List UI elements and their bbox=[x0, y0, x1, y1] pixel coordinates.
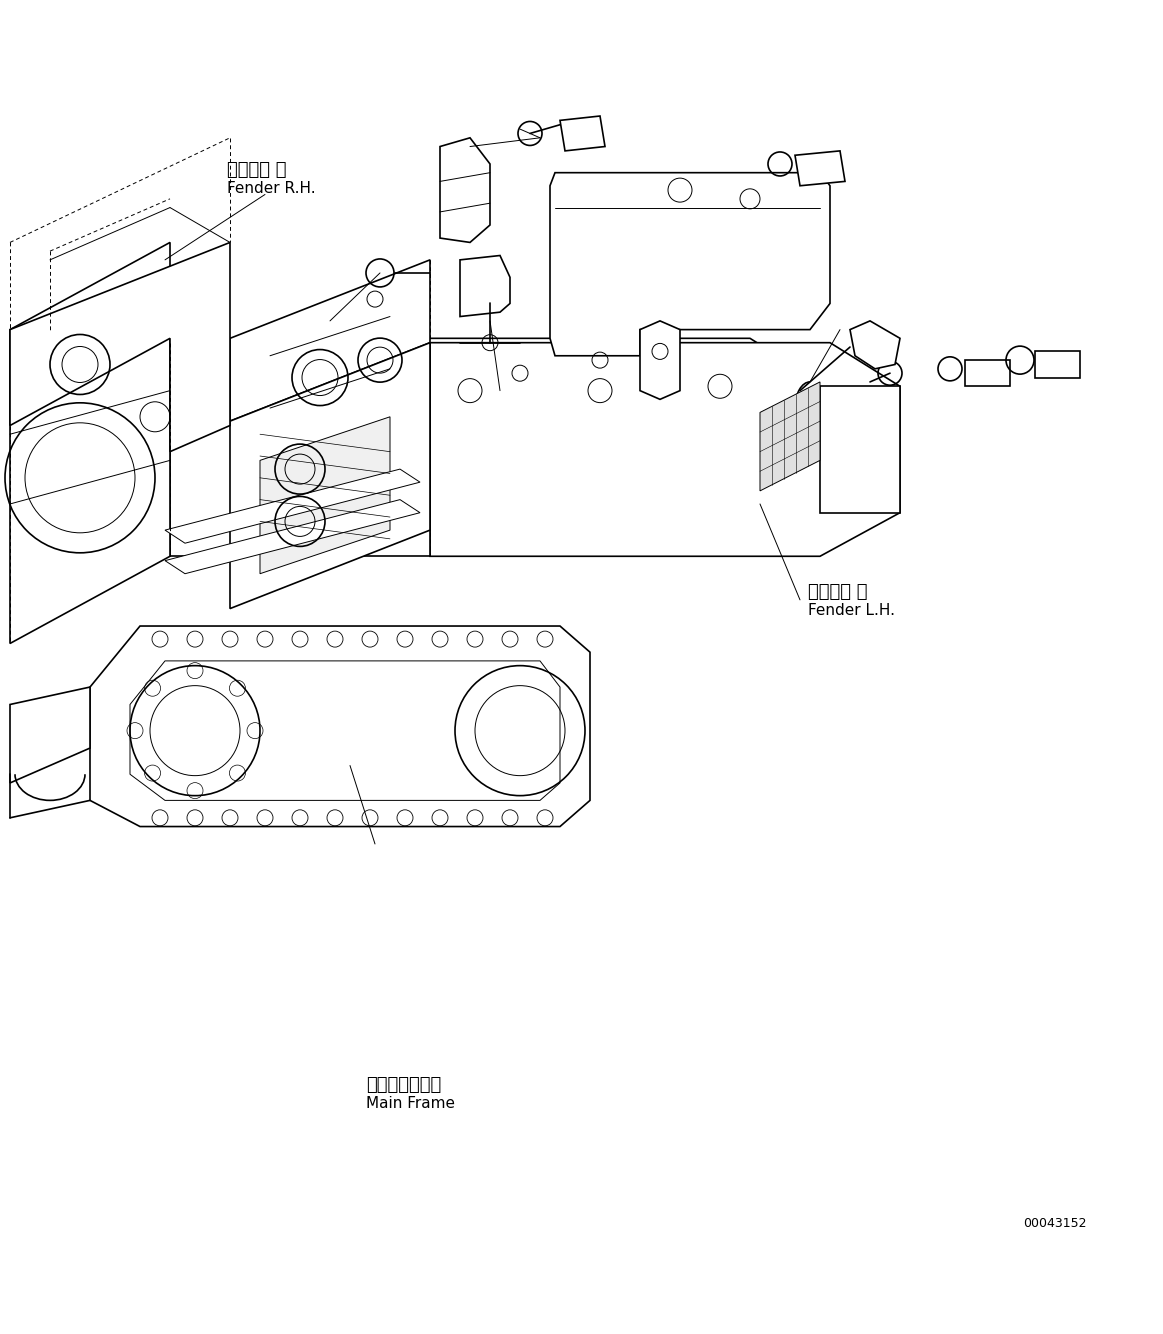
Polygon shape bbox=[10, 243, 230, 452]
Polygon shape bbox=[430, 343, 900, 556]
Polygon shape bbox=[230, 343, 430, 608]
Polygon shape bbox=[165, 470, 420, 543]
Polygon shape bbox=[90, 626, 590, 827]
Polygon shape bbox=[795, 151, 846, 185]
Polygon shape bbox=[850, 321, 900, 368]
Polygon shape bbox=[561, 116, 605, 151]
Polygon shape bbox=[965, 360, 1009, 387]
Polygon shape bbox=[759, 382, 820, 491]
Text: Fender L.H.: Fender L.H. bbox=[808, 603, 896, 618]
Text: 00043152: 00043152 bbox=[1023, 1217, 1087, 1230]
Polygon shape bbox=[74, 339, 820, 530]
Polygon shape bbox=[440, 137, 490, 243]
Polygon shape bbox=[461, 256, 511, 316]
Text: Main Frame: Main Frame bbox=[366, 1097, 456, 1111]
Polygon shape bbox=[261, 416, 390, 574]
Text: フェンダ 右: フェンダ 右 bbox=[227, 161, 286, 179]
Polygon shape bbox=[165, 500, 420, 574]
Polygon shape bbox=[10, 243, 170, 643]
Polygon shape bbox=[230, 260, 430, 422]
Polygon shape bbox=[130, 660, 561, 800]
Text: メインフレーム: メインフレーム bbox=[366, 1077, 442, 1094]
Polygon shape bbox=[550, 172, 830, 356]
Polygon shape bbox=[10, 687, 90, 783]
Polygon shape bbox=[640, 321, 680, 399]
Text: フェンダ 左: フェンダ 左 bbox=[808, 583, 868, 602]
Polygon shape bbox=[1035, 351, 1080, 378]
Polygon shape bbox=[820, 387, 900, 512]
Polygon shape bbox=[170, 343, 430, 556]
Text: Fender R.H.: Fender R.H. bbox=[227, 181, 315, 196]
